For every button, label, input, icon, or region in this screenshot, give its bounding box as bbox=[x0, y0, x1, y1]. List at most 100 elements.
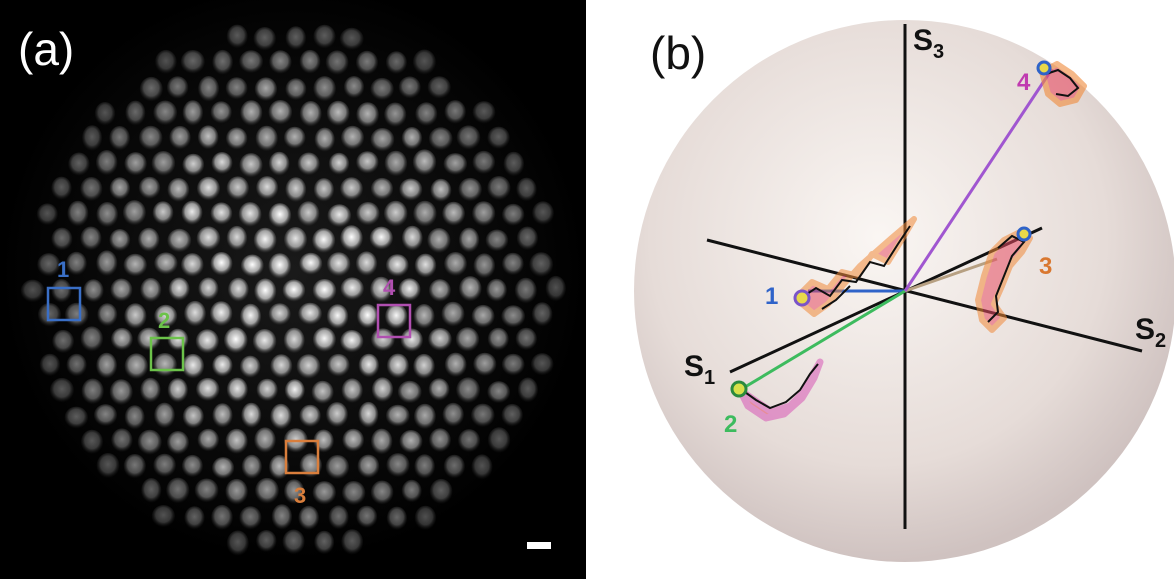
fiber-core bbox=[487, 427, 511, 454]
panel-label-b: (b) bbox=[650, 27, 707, 79]
fiber-core bbox=[51, 279, 72, 303]
fiber-core bbox=[137, 327, 161, 351]
fiber-core bbox=[299, 49, 321, 74]
fiber-core bbox=[80, 177, 103, 202]
fiber-core bbox=[96, 250, 118, 277]
fiber-core bbox=[153, 453, 176, 478]
fiber-core bbox=[356, 50, 378, 75]
fiber-core bbox=[269, 50, 292, 74]
fiber-core bbox=[472, 150, 496, 175]
fiber-core bbox=[167, 178, 190, 202]
fiber-core bbox=[238, 202, 262, 227]
fiber-core bbox=[401, 479, 422, 503]
fiber-core bbox=[517, 377, 539, 403]
fiber-core bbox=[327, 252, 351, 277]
fiber-core bbox=[399, 430, 423, 454]
roi-box-1 bbox=[46, 286, 82, 322]
fiber-core bbox=[239, 506, 262, 530]
fiber-core bbox=[210, 251, 233, 276]
fiber-core bbox=[298, 505, 320, 531]
fiber-core bbox=[140, 377, 161, 403]
fiber-core bbox=[268, 151, 290, 176]
fiber-core bbox=[256, 176, 279, 200]
fiber-core bbox=[167, 328, 189, 351]
trajectory-4 bbox=[1036, 60, 1087, 107]
fiber-core bbox=[369, 226, 393, 250]
fiber-core bbox=[283, 327, 305, 354]
fiber-core bbox=[210, 202, 233, 225]
fiber-core bbox=[371, 428, 393, 455]
fiber-core bbox=[385, 404, 410, 427]
scale-bar bbox=[527, 542, 551, 549]
fiber-core bbox=[268, 203, 292, 228]
fiber-core bbox=[226, 176, 249, 201]
fiber-core bbox=[502, 203, 525, 226]
fiber-core bbox=[182, 153, 205, 177]
fiber-core bbox=[282, 529, 305, 555]
fiber-core bbox=[357, 304, 379, 329]
fiber-core bbox=[109, 126, 130, 151]
fiber-core bbox=[471, 454, 493, 480]
fiber-core bbox=[139, 76, 163, 102]
fiber-core bbox=[255, 125, 278, 152]
fiber-core bbox=[122, 200, 146, 226]
fiber-core bbox=[110, 278, 133, 302]
fiber-core bbox=[413, 200, 437, 227]
panel-label-a: (a) bbox=[18, 23, 75, 75]
fiber-core bbox=[384, 150, 408, 177]
fiber-core bbox=[96, 453, 120, 479]
fiber-core bbox=[430, 178, 452, 202]
fiber-core bbox=[342, 481, 366, 506]
fiber-core bbox=[152, 201, 174, 225]
fiber-core bbox=[370, 77, 394, 101]
fiber-core bbox=[284, 479, 305, 504]
fiber-core bbox=[210, 301, 233, 327]
fiber-core bbox=[138, 176, 161, 200]
fiber-core bbox=[285, 78, 307, 101]
roi-box-4 bbox=[376, 303, 412, 339]
fiber-core bbox=[168, 277, 190, 301]
fiber-core bbox=[413, 403, 436, 430]
fiber-core bbox=[384, 102, 407, 128]
fiber-core bbox=[197, 125, 219, 150]
fiber-core bbox=[96, 202, 118, 228]
fiber-core bbox=[196, 226, 221, 251]
fiber-core bbox=[284, 227, 307, 253]
fiber-core bbox=[458, 227, 480, 253]
fiber-core bbox=[444, 100, 466, 124]
fiber-core bbox=[169, 125, 191, 150]
fiber-core bbox=[312, 481, 336, 505]
fiber-core bbox=[181, 200, 203, 225]
fiber-core bbox=[212, 49, 233, 75]
fiber-core bbox=[225, 428, 248, 454]
fiber-core bbox=[327, 353, 350, 377]
fiber-core bbox=[385, 254, 409, 277]
fiber-core bbox=[154, 252, 178, 275]
fiber-core bbox=[97, 303, 118, 327]
fiber-core bbox=[212, 403, 233, 428]
fiber-core bbox=[414, 454, 435, 479]
fiber-core bbox=[138, 227, 160, 252]
fiber-core bbox=[240, 303, 262, 330]
fiber-core bbox=[313, 24, 336, 49]
fiber-core bbox=[180, 50, 205, 74]
s2-axis-label: S2 bbox=[1135, 313, 1166, 352]
fiber-core bbox=[415, 102, 438, 127]
fiber-core bbox=[111, 327, 133, 351]
fiber-core bbox=[240, 100, 263, 126]
roi-label-4: 4 bbox=[383, 275, 396, 300]
fiber-core bbox=[151, 504, 175, 528]
fiber-core bbox=[51, 176, 72, 200]
fiber-core bbox=[80, 326, 104, 352]
roi-box-3 bbox=[284, 439, 320, 475]
fiber-core bbox=[51, 227, 73, 251]
fiber-core bbox=[297, 201, 320, 227]
fiber-core bbox=[252, 329, 277, 354]
fiber-core bbox=[442, 201, 465, 226]
fiber-core bbox=[68, 152, 90, 176]
fiber-core bbox=[341, 529, 364, 555]
fiber-core bbox=[82, 125, 103, 151]
fiber-core bbox=[530, 353, 554, 376]
fiber-core bbox=[428, 378, 450, 401]
fiber-core bbox=[271, 504, 293, 530]
